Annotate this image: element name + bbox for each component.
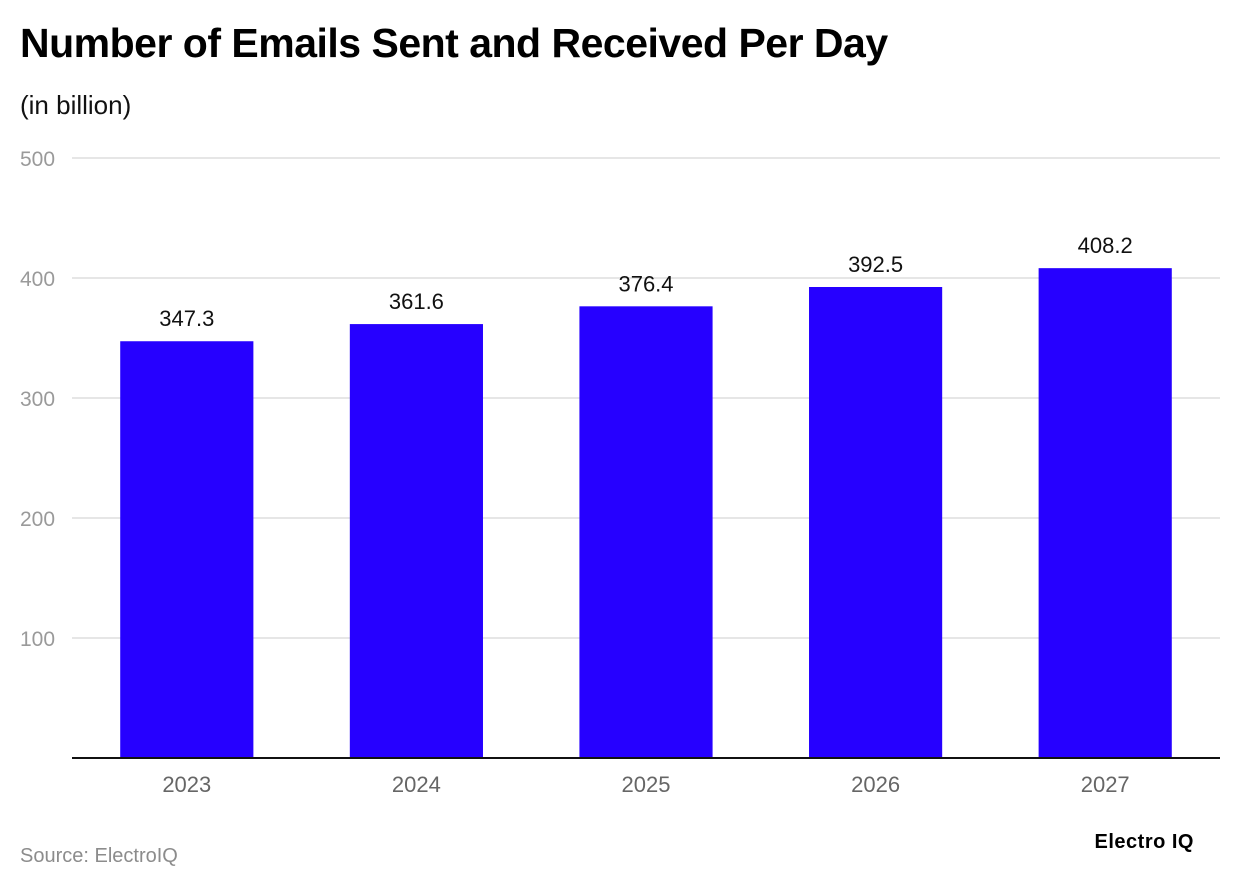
x-tick-label: 2024 <box>392 772 441 797</box>
bar-chart: 100 200 300 400 500 347.3 2023 361.6 2024 376.4 20… <box>20 148 1220 797</box>
bar <box>349 324 483 758</box>
x-tick-label: 2023 <box>162 772 211 797</box>
x-tick-label: 2027 <box>1081 772 1130 797</box>
y-tick-label: 400 <box>20 268 55 291</box>
bar-value-label: 408.2 <box>1078 233 1133 258</box>
bar-value-label: 392.5 <box>848 252 903 277</box>
y-tick-label: 100 <box>20 628 55 651</box>
bar-value-label: 361.6 <box>389 289 444 314</box>
y-tick-label: 300 <box>20 388 55 411</box>
bar <box>579 306 713 758</box>
bar <box>809 287 943 758</box>
bar-value-label: 376.4 <box>618 271 673 296</box>
source-note: Source: ElectroIQ <box>20 845 178 867</box>
x-tick-label: 2025 <box>622 772 671 797</box>
bar <box>120 341 254 758</box>
x-tick-label: 2026 <box>851 772 900 797</box>
chart-subtitle: (in billion) <box>20 90 132 120</box>
bar <box>1038 268 1172 758</box>
y-tick-label: 500 <box>20 148 55 171</box>
y-tick-label: 200 <box>20 508 55 531</box>
brand-logo: Electro IQ <box>1094 831 1194 853</box>
chart-title: Number of Emails Sent and Received Per D… <box>20 20 888 66</box>
bar-value-label: 347.3 <box>159 306 214 331</box>
